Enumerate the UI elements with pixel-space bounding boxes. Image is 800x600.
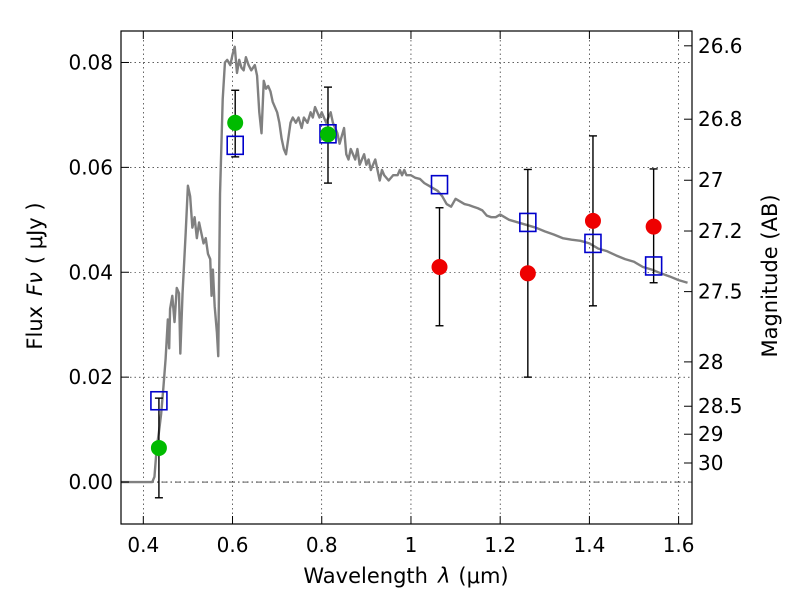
mag-tick-label: 26.6 (698, 34, 743, 58)
observed-nir-point (584, 212, 601, 229)
model-photometry-square (430, 174, 449, 195)
x-tick-label: 1 (405, 533, 418, 557)
x-tick-label: 1.4 (573, 533, 605, 557)
y-axis-label: FluxFν( μJy ) (23, 202, 47, 349)
mag-tick-label: 27.2 (698, 219, 743, 243)
y-tick-label: 0.08 (68, 50, 113, 74)
x-axis-label: Wavelength λ (μm) (303, 564, 508, 588)
mag-tick-label: 30 (698, 451, 723, 475)
x-tick-label: 0.6 (217, 533, 249, 557)
grid-lines (121, 31, 692, 524)
y-axis-ticks: 0.00 0.02 0.04 0.06 0.08 (68, 50, 129, 494)
model-spectrum-layer (121, 45, 688, 484)
y-tick-label: 0.02 (68, 365, 113, 389)
y-tick-label: 0.00 (68, 470, 113, 494)
x-tick-label: 1.6 (663, 533, 695, 557)
mag-tick-label: 28.5 (698, 394, 743, 418)
error-bars (154, 86, 658, 499)
mag-tick-label: 27 (698, 168, 723, 192)
model-photometry-square (584, 233, 602, 254)
observed-photometry-layer (150, 114, 662, 456)
model-photometry-square (226, 135, 244, 156)
model-photometry-layer (150, 123, 663, 411)
x-axis-ticks: 0.4 0.6 0.8 1 1.2 1.4 1.6 (127, 31, 695, 557)
observed-nir-point (645, 218, 662, 235)
observed-nir-point (431, 259, 448, 276)
mag-tick-label: 27.5 (698, 280, 743, 304)
x-tick-label: 0.4 (127, 533, 159, 557)
model-photometry-square (150, 390, 168, 411)
model-photometry-square (644, 256, 663, 276)
observed-nir-point (519, 265, 536, 282)
observed-optical-point (227, 114, 244, 131)
observed-optical-point (319, 126, 336, 143)
x-tick-label: 1.2 (484, 533, 516, 557)
mag-tick-label: 29 (698, 422, 723, 446)
y-tick-label: 0.06 (68, 155, 113, 179)
right-magnitude-ticks: 26.6 26.8 27 27.2 27.5 28 28.5 29 30 (684, 34, 743, 475)
x-tick-label: 0.8 (306, 533, 338, 557)
mag-tick-label: 26.8 (698, 107, 743, 131)
observed-optical-point (150, 439, 167, 456)
model-photometry-square (319, 123, 337, 144)
y-tick-label: 0.04 (68, 260, 113, 284)
model-spectrum-line (121, 45, 688, 484)
right-axis-label: Magnitude (AB) (758, 194, 782, 357)
plot-frame (120, 30, 693, 525)
model-photometry-square (519, 212, 537, 233)
mag-tick-label: 28 (698, 350, 723, 374)
